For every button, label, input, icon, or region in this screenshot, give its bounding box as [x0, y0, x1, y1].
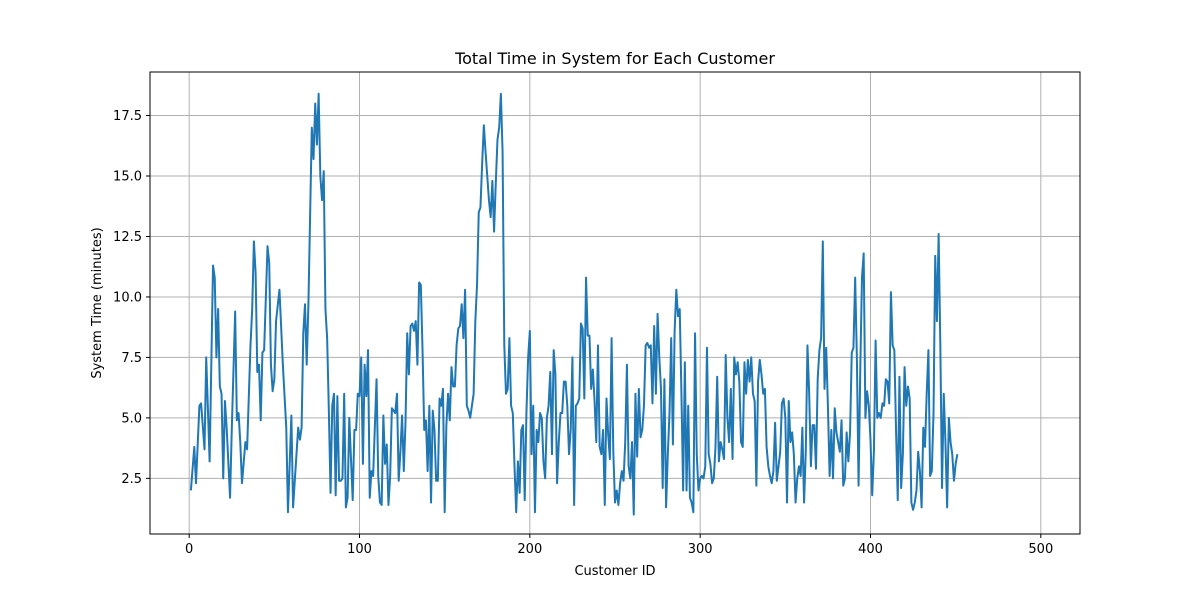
grid-lines — [150, 72, 1080, 534]
x-tick-label: 500 — [1028, 542, 1053, 557]
x-tick-label: 200 — [517, 542, 542, 557]
y-tick-label: 17.5 — [113, 109, 142, 124]
x-tick-label: 300 — [688, 542, 713, 557]
y-tick-label: 10.0 — [113, 290, 142, 305]
series-line — [189, 92, 959, 516]
x-tick-label: 0 — [185, 542, 193, 557]
y-tick-label: 2.5 — [121, 472, 142, 487]
chart-title: Total Time in System for Each Customer — [454, 49, 775, 68]
y-tick-label: 12.5 — [113, 230, 142, 245]
plot-area-frame — [149, 71, 1081, 535]
x-axis-label: Customer ID — [574, 564, 655, 579]
y-tick-label: 5.0 — [121, 411, 142, 426]
y-tick-label: 7.5 — [121, 351, 142, 366]
x-tick-label: 400 — [858, 542, 883, 557]
axis-ticks: 0 100 200 300 400 500 2.5 5.0 7.5 10.0 12.5 15.0 17.… — [113, 109, 1053, 557]
y-tick-label: 15.0 — [113, 170, 142, 185]
y-axis-label: System Time (minutes) — [90, 227, 105, 378]
x-tick-label: 100 — [347, 542, 372, 557]
